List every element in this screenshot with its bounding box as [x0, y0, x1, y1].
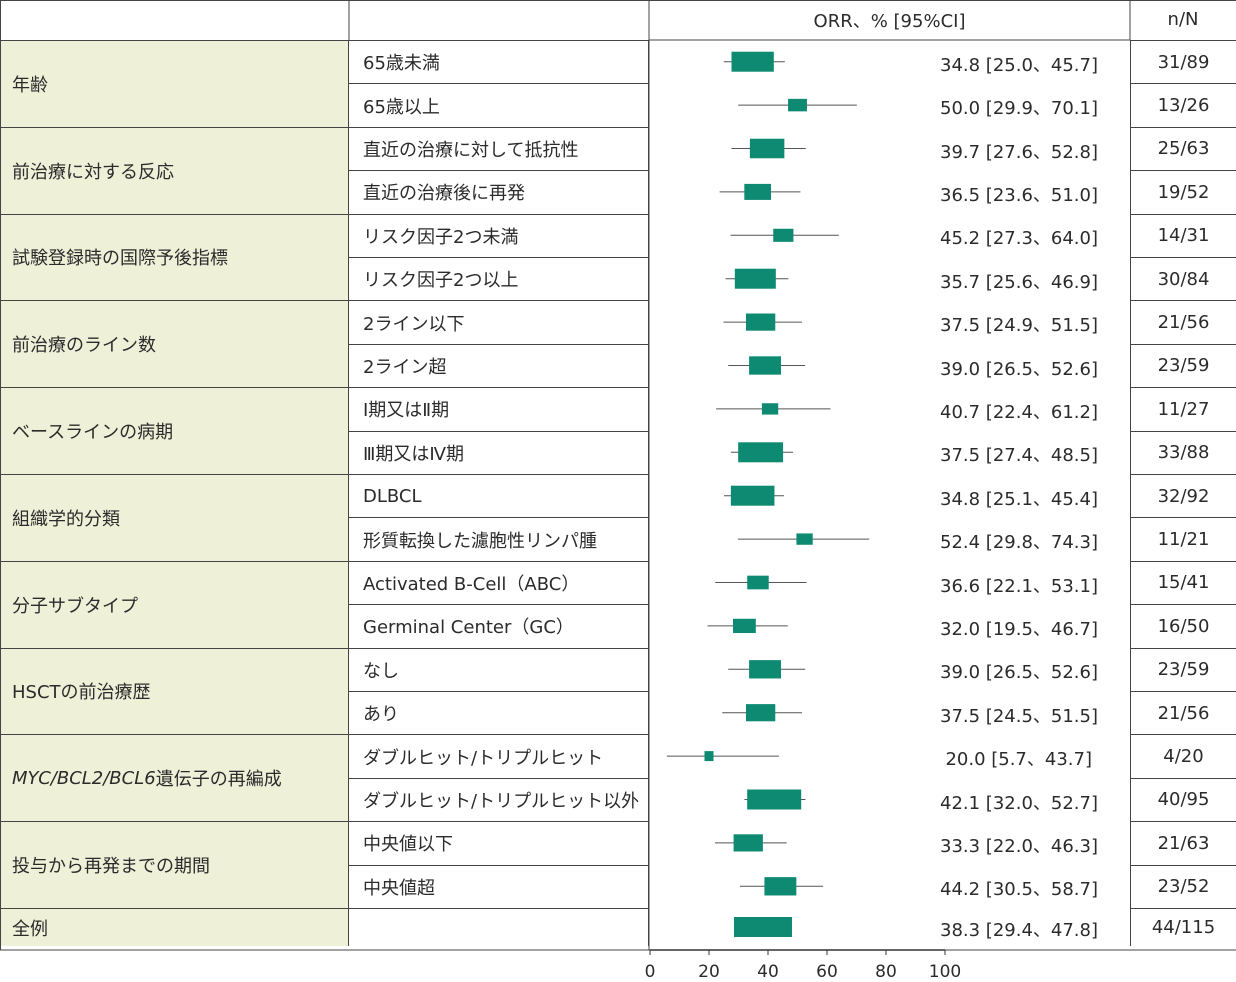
orr-ci-label: 36.6 [22.1、53.1] — [940, 575, 1099, 597]
orr-ci-label: 37.5 [27.4、48.5] — [940, 445, 1099, 467]
n-over-n-label: 21/63 — [1130, 821, 1236, 865]
orr-ci-label: 35.7 [25.6、46.9] — [940, 271, 1099, 293]
category-label: 全例 — [0, 908, 349, 946]
point-estimate-marker — [749, 660, 781, 679]
point-estimate-marker — [734, 268, 776, 289]
category-label-text: 遺伝子の再編成 — [155, 769, 282, 791]
orr-ci-label: 37.5 [24.5、51.5] — [940, 705, 1099, 727]
n-over-n-label: 11/21 — [1130, 517, 1236, 561]
n-over-n-label: 23/52 — [1130, 864, 1236, 908]
x-tick-label: 0 — [644, 962, 656, 982]
orr-ci-label: 39.0 [26.5、52.6] — [940, 662, 1099, 684]
n-over-n-label: 21/56 — [1130, 300, 1236, 344]
category-label: 試験登録時の国際予後指標 — [0, 213, 349, 301]
point-estimate-marker — [731, 51, 774, 72]
orr-ci-label: 36.5 [23.6、51.0] — [940, 184, 1099, 206]
point-estimate-marker — [747, 575, 769, 590]
category-label: 分子サブタイプ — [0, 560, 349, 648]
point-estimate-marker — [747, 789, 802, 810]
point-estimate-marker — [733, 834, 763, 852]
category-label: 年齢 — [0, 40, 349, 127]
orr-ci-label: 50.0 [29.9、70.1] — [940, 98, 1099, 120]
orr-ci-label: 37.5 [24.9、51.5] — [940, 315, 1099, 337]
orr-ci-label: 20.0 [5.7、43.7] — [945, 749, 1092, 771]
orr-ci-label: 38.3 [29.4、47.8] — [940, 920, 1099, 941]
n-over-n-label: 31/89 — [1130, 40, 1236, 84]
n-over-n-label: 19/52 — [1130, 170, 1236, 214]
point-estimate-marker — [796, 533, 813, 545]
point-estimate-marker — [761, 403, 779, 415]
category-label: 前治療に対する反応 — [0, 126, 349, 214]
orr-ci-label: 34.8 [25.1、45.4] — [940, 488, 1099, 510]
x-tick-label: 80 — [875, 962, 897, 982]
category-label: 前治療のライン数 — [0, 300, 349, 388]
category-label-italic: MYC/BCL2/BCL6 — [12, 767, 156, 789]
x-tick-label: 20 — [698, 962, 720, 982]
point-estimate-marker — [764, 877, 797, 896]
point-estimate-marker — [749, 356, 781, 375]
n-over-n-label: 30/84 — [1130, 257, 1236, 301]
orr-ci-label: 42.1 [32.0、52.7] — [940, 792, 1099, 814]
point-estimate-marker — [733, 618, 756, 634]
x-tick-label: 60 — [816, 962, 838, 982]
point-estimate-marker — [704, 751, 714, 762]
orr-ci-label: 33.3 [22.0、46.3] — [940, 835, 1099, 857]
category-label: 組織学的分類 — [0, 474, 349, 561]
point-estimate-marker — [730, 485, 775, 506]
n-over-n-label: 25/63 — [1130, 126, 1236, 171]
orr-ci-label: 45.2 [27.3、64.0] — [940, 228, 1099, 250]
n-over-n-label: 44/115 — [1130, 908, 1236, 946]
n-over-n-label: 33/88 — [1130, 430, 1236, 474]
orr-ci-label: 34.8 [25.0、45.7] — [940, 54, 1099, 76]
category-label: HSCTの前治療歴 — [0, 647, 349, 735]
point-estimate-marker — [738, 442, 784, 463]
n-over-n-label: 21/56 — [1130, 691, 1236, 735]
orr-ci-label: 32.0 [19.5、46.7] — [940, 618, 1099, 640]
n-over-n-label: 32/92 — [1130, 474, 1236, 518]
orr-ci-label: 44.2 [30.5、58.7] — [940, 879, 1099, 901]
point-estimate-marker — [788, 98, 807, 112]
x-tick-label: 40 — [757, 962, 779, 982]
nn-header: n/N — [1167, 9, 1199, 30]
n-over-n-label: 13/26 — [1130, 83, 1236, 127]
orr-ci-label: 40.7 [22.4、61.2] — [940, 401, 1099, 423]
n-over-n-label: 4/20 — [1130, 734, 1236, 778]
orr-header: ORR、% [95%CI] — [813, 10, 966, 32]
orr-ci-label: 39.0 [26.5、52.6] — [940, 358, 1099, 380]
x-tick-label: 100 — [928, 962, 962, 982]
n-over-n-label: 15/41 — [1130, 560, 1236, 605]
point-estimate-marker — [773, 228, 794, 242]
n-over-n-label: 16/50 — [1130, 604, 1236, 648]
point-estimate-marker — [733, 917, 792, 937]
n-over-n-label: 40/95 — [1130, 777, 1236, 822]
n-over-n-label: 11/27 — [1130, 387, 1236, 431]
point-estimate-marker — [745, 704, 776, 722]
point-estimate-marker — [744, 183, 772, 200]
n-over-n-label: 23/59 — [1130, 647, 1236, 691]
orr-ci-label: 52.4 [29.8、74.3] — [940, 532, 1099, 554]
category-label: MYC/BCL2/BCL6 遺伝子の再編成 — [0, 734, 349, 822]
point-estimate-marker — [749, 138, 785, 159]
category-label: 投与から再発までの期間 — [0, 821, 349, 908]
point-estimate-marker — [745, 313, 776, 331]
category-label: ベースラインの病期 — [0, 387, 349, 474]
n-over-n-label: 23/59 — [1130, 343, 1236, 388]
n-over-n-label: 14/31 — [1130, 213, 1236, 257]
orr-ci-label: 39.7 [27.6、52.8] — [940, 141, 1099, 163]
